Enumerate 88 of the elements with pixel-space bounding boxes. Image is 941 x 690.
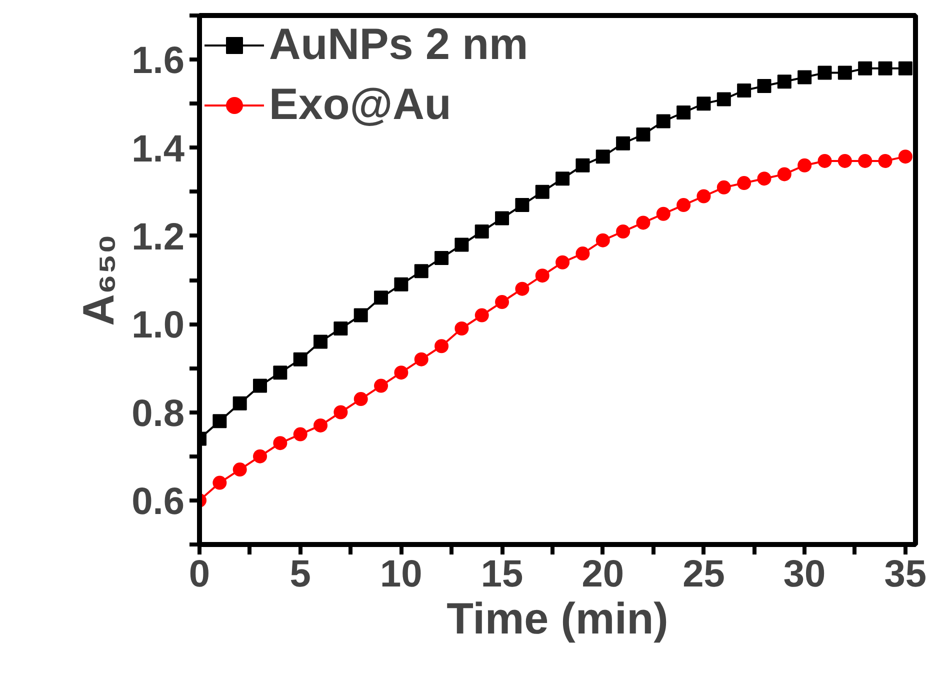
- point: [515, 282, 530, 296]
- y-tick-label: 1.0: [132, 304, 185, 347]
- point: [777, 167, 792, 182]
- point: [293, 427, 308, 442]
- point: [212, 414, 227, 428]
- x-tick-label: 0: [188, 554, 210, 596]
- point: [737, 176, 752, 190]
- point: [232, 462, 247, 477]
- point: [716, 180, 731, 194]
- point: [576, 246, 590, 261]
- x-tick-label: 15: [480, 554, 524, 596]
- point: [656, 114, 670, 128]
- point: [535, 268, 550, 283]
- point: [374, 378, 388, 393]
- y-tick-label: 1.2: [132, 216, 185, 258]
- point: [656, 206, 670, 221]
- y-tick-label: 0.8: [132, 392, 185, 435]
- point: [334, 321, 348, 336]
- legend-label: AuNPs 2 nm: [269, 20, 528, 70]
- point: [898, 61, 912, 76]
- point: [434, 339, 449, 354]
- point: [495, 295, 510, 310]
- point: [818, 66, 832, 80]
- point: [374, 290, 388, 305]
- x-tick-label: 20: [582, 554, 624, 596]
- point: [716, 92, 731, 106]
- point: [334, 405, 348, 420]
- point: [798, 158, 812, 172]
- point: [273, 436, 288, 450]
- point: [596, 150, 610, 164]
- point: [798, 70, 812, 84]
- point: [414, 264, 428, 278]
- point: [454, 238, 469, 252]
- point: [757, 172, 772, 186]
- point: [576, 158, 590, 172]
- point: [676, 198, 691, 212]
- x-tick-label: 35: [884, 554, 927, 596]
- y-tick-label: 0.6: [132, 480, 185, 523]
- point: [878, 154, 892, 168]
- x-axis-title: Time (min): [446, 594, 668, 644]
- point: [757, 79, 772, 94]
- point: [818, 154, 832, 168]
- point: [253, 378, 268, 393]
- point: [232, 396, 247, 410]
- point: [838, 154, 852, 168]
- point: [314, 334, 328, 349]
- point: [253, 449, 268, 464]
- point: [616, 136, 630, 150]
- point: [596, 233, 610, 248]
- point: [858, 154, 872, 168]
- point: [696, 189, 711, 204]
- point: [394, 277, 408, 292]
- point: [354, 392, 368, 406]
- point: [878, 61, 892, 76]
- y-tick-label: 1.4: [132, 128, 185, 170]
- point: [737, 83, 752, 98]
- point: [394, 366, 408, 380]
- point: [838, 66, 852, 80]
- point: [676, 105, 691, 120]
- point: [354, 308, 368, 322]
- x-tick-label: 30: [783, 554, 826, 596]
- point: [414, 352, 428, 366]
- point: [314, 418, 328, 432]
- point: [273, 366, 288, 380]
- point: [556, 255, 570, 270]
- point: [293, 352, 308, 366]
- point: [898, 150, 912, 164]
- x-tick-label: 5: [290, 554, 311, 596]
- y-tick-label: 1.6: [132, 40, 185, 82]
- point: [535, 184, 550, 199]
- point: [495, 211, 510, 226]
- point: [777, 74, 792, 89]
- point: [454, 322, 469, 336]
- point: [434, 250, 449, 265]
- point: [212, 476, 227, 490]
- point: [474, 224, 489, 239]
- x-tick-label: 10: [380, 554, 422, 596]
- point: [616, 224, 630, 238]
- point: [636, 128, 650, 142]
- point: [515, 198, 530, 212]
- point: [474, 308, 489, 322]
- x-tick-label: 25: [682, 554, 725, 596]
- point: [636, 216, 650, 230]
- point: [556, 172, 570, 186]
- point: [696, 96, 711, 111]
- y-axis-title: A₆₅₀: [74, 234, 124, 326]
- point: [858, 61, 872, 76]
- legend-label: Exo@Au: [269, 80, 452, 130]
